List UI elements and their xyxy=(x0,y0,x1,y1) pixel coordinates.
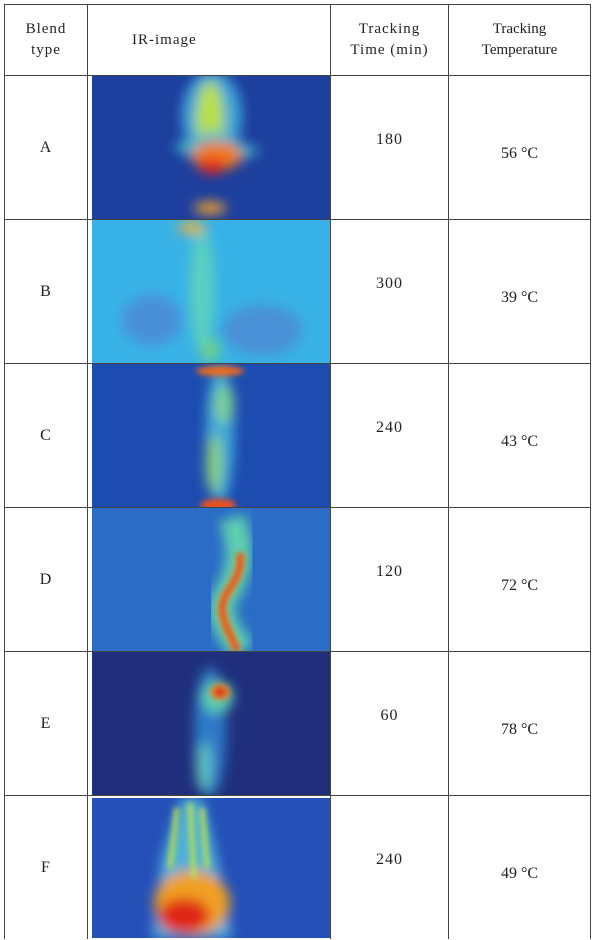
tracking-temperature: 39 °C xyxy=(500,288,539,306)
temp-cell: 39 °C xyxy=(448,219,591,364)
blend-type: D xyxy=(39,570,53,588)
blend-type: E xyxy=(40,714,52,732)
blend-type: B xyxy=(40,282,52,300)
header-cell: Tracking Time (min) xyxy=(330,4,449,76)
blend-cell: B xyxy=(4,219,88,364)
row: E 60 78 °C xyxy=(4,651,591,796)
ir-image xyxy=(92,76,330,219)
ir-image-cell xyxy=(87,219,331,364)
header-cell: IR-image xyxy=(87,4,331,76)
blend-type: A xyxy=(39,138,53,156)
row: F 240 49 °C xyxy=(4,795,591,939)
temp-cell: 49 °C xyxy=(448,795,591,939)
tracking-time: 240 xyxy=(376,418,403,436)
time-cell: 300 xyxy=(330,219,449,364)
ir-image-cell xyxy=(87,651,331,796)
header-line: type xyxy=(31,42,61,58)
ir-image-cell xyxy=(87,507,331,652)
header-line: Blend xyxy=(25,21,67,37)
row: B 300 39 °C xyxy=(4,219,591,364)
blend-type: C xyxy=(40,426,52,444)
results-table: Blend type IR-image Tracking Time (min) Tr… xyxy=(4,4,591,939)
blend-cell: F xyxy=(4,795,88,939)
row: A 180 56 °C xyxy=(4,75,591,220)
tracking-temperature: 56 °C xyxy=(500,144,539,162)
temp-cell: 78 °C xyxy=(448,651,591,796)
header-line: Tracking xyxy=(492,21,547,37)
header-line: IR-image xyxy=(132,31,197,48)
tracking-time: 120 xyxy=(376,562,403,580)
blend-cell: D xyxy=(4,507,88,652)
ir-image xyxy=(92,797,330,938)
time-cell: 120 xyxy=(330,507,449,652)
time-cell: 180 xyxy=(330,75,449,220)
tracking-temperature: 49 °C xyxy=(500,864,539,882)
tracking-time: 180 xyxy=(376,130,403,148)
blend-cell: C xyxy=(4,363,88,508)
tracking-temperature: 78 °C xyxy=(500,720,539,738)
header-row: Blend type IR-image Tracking Time (min) Tr… xyxy=(4,4,591,76)
ir-image xyxy=(92,508,330,651)
row: D 120 72 °C xyxy=(4,507,591,652)
ir-image-cell xyxy=(87,363,331,508)
header-cell: Blend type xyxy=(4,4,88,76)
temp-cell: 56 °C xyxy=(448,75,591,220)
ir-image-cell xyxy=(87,795,331,939)
header-cell: Tracking Temperature xyxy=(448,4,591,76)
header-line: Time (min) xyxy=(350,42,429,58)
ir-image xyxy=(92,220,330,363)
tracking-time: 60 xyxy=(380,706,399,724)
tracking-temperature: 43 °C xyxy=(500,432,539,450)
ir-image-cell xyxy=(87,75,331,220)
header-line: Tracking xyxy=(358,21,421,37)
row: C 240 43 °C xyxy=(4,363,591,508)
time-cell: 240 xyxy=(330,363,449,508)
temp-cell: 43 °C xyxy=(448,363,591,508)
ir-image xyxy=(92,652,330,795)
tracking-temperature: 72 °C xyxy=(500,576,539,594)
tracking-time: 300 xyxy=(376,274,403,292)
blend-cell: A xyxy=(4,75,88,220)
time-cell: 240 xyxy=(330,795,449,939)
header-line: Temperature xyxy=(481,42,558,58)
blend-cell: E xyxy=(4,651,88,796)
time-cell: 60 xyxy=(330,651,449,796)
temp-cell: 72 °C xyxy=(448,507,591,652)
tracking-time: 240 xyxy=(376,850,403,868)
ir-image xyxy=(92,364,330,507)
blend-type: F xyxy=(41,858,51,876)
